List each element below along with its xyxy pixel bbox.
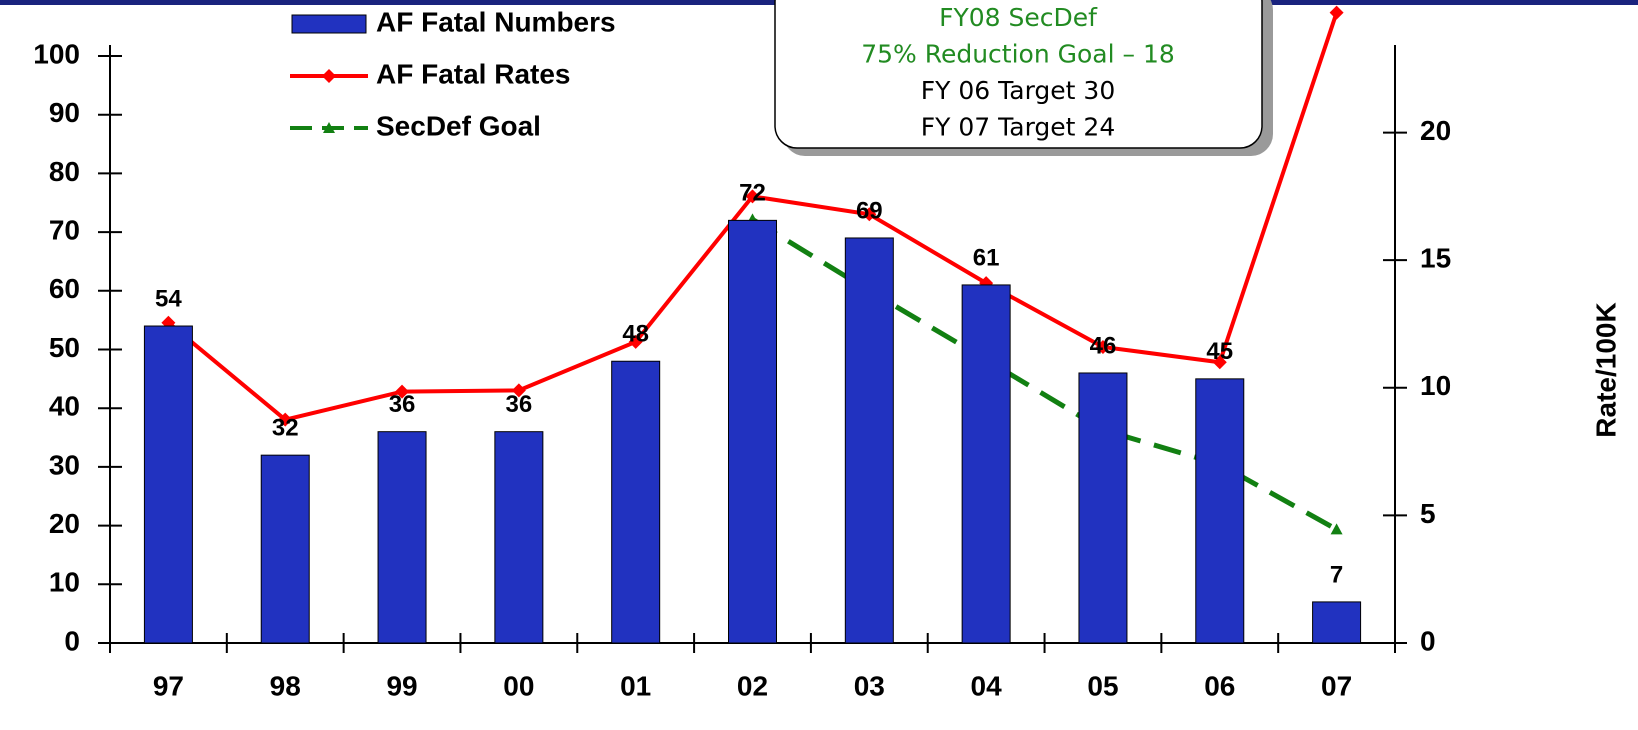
y-tick-label: 10 [49, 567, 80, 598]
data-label: 54 [155, 285, 182, 312]
y-tick-label: 90 [49, 97, 80, 128]
marker [278, 412, 293, 427]
data-label: 46 [1090, 332, 1117, 359]
annotation-box [774, 0, 1263, 149]
marker [1329, 5, 1344, 20]
data-label: 45 [1206, 338, 1233, 365]
x-tick-label: 04 [971, 670, 1003, 701]
bar [728, 219, 777, 644]
data-label: 36 [506, 391, 533, 418]
x-tick-label: 97 [153, 670, 184, 701]
x-tick-label: 99 [386, 670, 417, 701]
legend-marker [322, 69, 336, 83]
data-label: 32 [272, 415, 299, 442]
y2-axis-label: Rate/100K [1590, 302, 1621, 437]
legend-label: AF Fatal Rates [376, 58, 571, 89]
legend-swatch [291, 14, 367, 34]
bar [844, 237, 894, 644]
x-tick-label: 00 [503, 670, 534, 701]
legend-marker [323, 122, 335, 133]
data-label: 48 [622, 321, 649, 348]
y2-tick-label: 5 [1420, 498, 1436, 529]
data-label: 72 [739, 180, 766, 207]
marker [511, 383, 526, 398]
bar [1195, 378, 1245, 644]
marker [395, 384, 410, 399]
y-tick-label: 60 [49, 273, 80, 304]
y2-tick-label: 15 [1420, 243, 1451, 274]
y2-tick-label: 20 [1420, 115, 1451, 146]
line [751, 217, 1338, 532]
y-tick-label: 50 [49, 332, 80, 363]
y2-tick-label: 0 [1420, 625, 1436, 656]
x-tick-label: 01 [620, 670, 651, 701]
x-tick-label: 06 [1204, 670, 1235, 701]
bar [1312, 601, 1362, 644]
data-label: 61 [973, 244, 1000, 271]
bar [961, 284, 1011, 644]
marker [1212, 355, 1227, 370]
y-tick-label: 20 [49, 508, 80, 539]
x-tick-label: 98 [270, 670, 301, 701]
x-tick-label: 03 [854, 670, 885, 701]
bar [611, 360, 661, 644]
data-label: 7 [1330, 561, 1343, 588]
x-tick-label: 07 [1321, 670, 1352, 701]
bar [260, 454, 310, 644]
y-tick-label: 40 [49, 391, 80, 422]
y-tick-label: 80 [49, 156, 80, 187]
bar [377, 431, 427, 644]
legend-label: SecDef Goal [376, 110, 541, 141]
y-tick-label: 70 [49, 214, 80, 245]
y-tick-label: 100 [33, 38, 80, 69]
y-tick-label: 30 [49, 449, 80, 480]
x-tick-label: 05 [1087, 670, 1118, 701]
annotation-text: FY 06 Target 30 [921, 76, 1115, 105]
bar [1078, 372, 1128, 644]
marker [1095, 339, 1110, 354]
data-label: 36 [389, 391, 416, 418]
bar [143, 325, 193, 644]
data-label: 69 [856, 197, 883, 224]
marker [862, 207, 877, 222]
legend-label: AF Fatal Numbers [376, 6, 616, 37]
marker [1330, 523, 1343, 535]
marker [628, 334, 643, 349]
bar [494, 431, 544, 644]
annotation-text: FY08 SecDef [939, 3, 1098, 32]
y2-tick-label: 10 [1420, 370, 1451, 401]
y-tick-label: 0 [64, 625, 80, 656]
marker [745, 189, 760, 204]
annotation-text: FY 07 Target 24 [921, 113, 1115, 142]
annotation-text: 75% Reduction Goal – 18 [861, 40, 1175, 69]
x-tick-label: 02 [737, 670, 768, 701]
